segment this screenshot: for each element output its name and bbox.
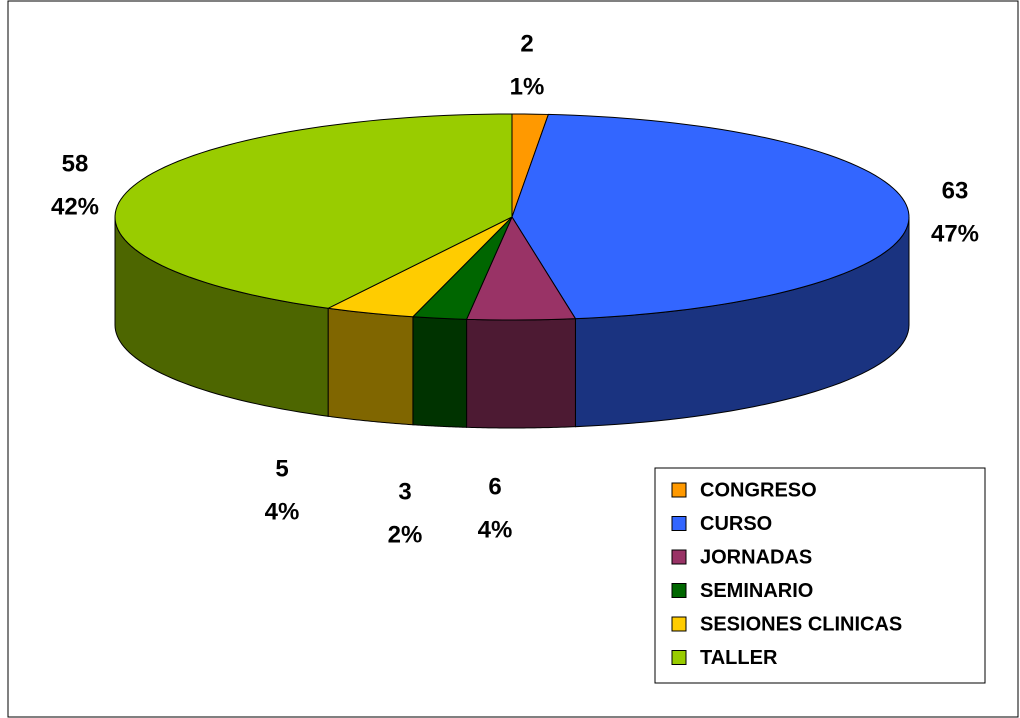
percent-label: 2% (388, 521, 423, 548)
legend-swatch (671, 650, 687, 665)
legend-label: SEMINARIO (700, 580, 813, 602)
percent-label: 47% (931, 220, 979, 247)
legend-label: JORNADAS (700, 546, 812, 568)
pie-slice (326, 216, 513, 318)
legend-swatch (671, 516, 687, 531)
legend-swatch (671, 583, 687, 598)
value-label: 63 (942, 177, 969, 204)
data-labels: 2 1% 63 47% 6 4% 3 2% 5 4% 58 42% (51, 30, 979, 548)
pie-slice (114, 113, 513, 309)
value-label: 6 (488, 473, 501, 500)
legend-label: CONGRESO (700, 479, 817, 501)
pie-slice (511, 113, 910, 320)
pie-side (327, 307, 414, 426)
legend-box (654, 467, 986, 684)
legend-swatch (671, 482, 687, 498)
pie-slice (465, 215, 577, 321)
pie-side (466, 318, 576, 429)
pie-sides (114, 216, 910, 429)
value-label: 5 (275, 455, 288, 482)
legend-label: CURSO (700, 513, 772, 535)
percent-label: 1% (510, 73, 545, 100)
pie-side (412, 316, 468, 428)
legend-swatch (671, 549, 687, 565)
legend-label: TALLER (700, 647, 778, 669)
legend-label: SESIONES CLINICAS (700, 613, 902, 635)
legend: CONGRESO CURSO JORNADAS SEMINARIO SESIONES C… (671, 479, 902, 669)
legend-swatch (671, 616, 687, 632)
percent-label: 4% (478, 516, 513, 543)
value-label: 2 (520, 30, 533, 57)
percent-label: 42% (51, 193, 99, 220)
pie-tops (114, 113, 910, 321)
value-label: 3 (398, 478, 411, 505)
value-label: 58 (62, 150, 89, 177)
percent-label: 4% (265, 498, 300, 525)
